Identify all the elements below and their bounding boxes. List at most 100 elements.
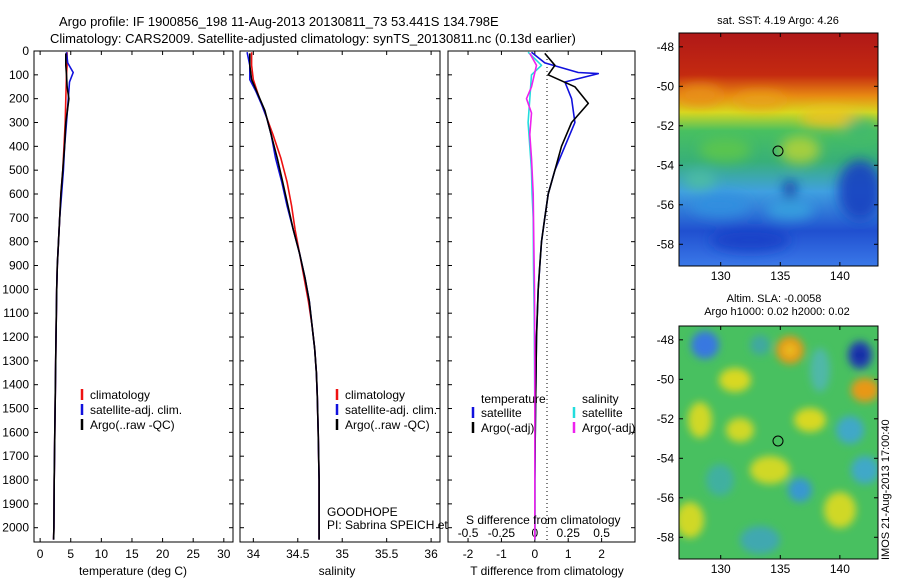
x-tick-label: 34.5 xyxy=(286,547,310,561)
project-annotation: GOODHOPE xyxy=(327,505,398,519)
sst-field xyxy=(679,33,878,266)
title-line-1: Argo profile: IF 1900856_198 11-Aug-2013… xyxy=(59,14,499,29)
y-tick-label: 700 xyxy=(9,211,29,225)
argo-position-marker-sla xyxy=(772,435,784,447)
y-tick-label: 1900 xyxy=(2,497,29,511)
sst-map-title: sat. SST: 4.19 Argo: 4.26 xyxy=(717,15,839,27)
legend-label: satellite xyxy=(481,406,522,420)
series-line-argo-raw-qc- xyxy=(249,53,320,540)
y-tick-label: 400 xyxy=(9,139,29,153)
legend-title-salinity: salinity xyxy=(582,392,619,406)
imos-timestamp: IMOS 21-Aug-2013 17:00:40 xyxy=(880,419,892,560)
x-tick-label: -2 xyxy=(463,547,474,561)
y-tick-label: 1400 xyxy=(2,378,29,392)
legend-label: Argo(..raw -QC) xyxy=(345,418,430,432)
argo-position-marker xyxy=(772,145,784,157)
y-tick-label: 500 xyxy=(9,163,29,177)
difference-top-xlabel: S difference from climatology xyxy=(466,513,621,527)
sla-map: Altim. SLA: -0.0058 Argo h1000: 0.02 h20… xyxy=(657,293,892,576)
x-tick-label: 10 xyxy=(95,547,109,561)
x-tick-label: 36 xyxy=(424,547,438,561)
temperature-xlabel: temperature (deg C) xyxy=(79,564,187,578)
title-line-2: Climatology: CARS2009. Satellite-adjuste… xyxy=(50,31,576,46)
sst-map: sat. SST: 4.19 Argo: 4.26 130 135 140 -48 -5… xyxy=(657,15,879,283)
series-line-argo-raw-qc- xyxy=(52,53,70,540)
salinity-axes-frame xyxy=(239,50,441,543)
legend-label: Argo(-adj) xyxy=(481,421,534,435)
map-x-tick-label: 140 xyxy=(830,269,850,283)
series-line-argo-adj- xyxy=(534,52,590,540)
salinity-panel: 34 34.5 35 35.5 36 climatologysatellite-adj.… xyxy=(239,50,533,578)
y-tick-label: 200 xyxy=(9,92,29,106)
y-tick-label: 1200 xyxy=(2,330,29,344)
x-tick-label: -1 xyxy=(496,547,507,561)
difference-panel: -2 -1 0 1 2-0.5 -0.25 0 0.25 0.5 temperature sali… xyxy=(447,50,636,578)
x-tick-label: 1 xyxy=(565,547,572,561)
y-tick-label: 900 xyxy=(9,259,29,273)
series-line-argo-adj- xyxy=(525,53,538,540)
x-tick-label: 34 xyxy=(247,547,261,561)
map-y-tick-label: -50 xyxy=(657,372,675,386)
difference-axes-frame xyxy=(447,50,636,543)
legend-label: satellite-adj. clim. xyxy=(345,403,437,417)
sla-field xyxy=(679,326,878,559)
legend-label: climatology xyxy=(345,388,405,402)
y-tick-label: 1300 xyxy=(2,354,29,368)
map-y-tick-label: -58 xyxy=(657,237,675,251)
map-y-tick-label: -48 xyxy=(657,333,675,347)
x-tick-label: 0 xyxy=(37,547,44,561)
map-y-tick-label: -50 xyxy=(657,79,675,93)
y-tick-label: 1000 xyxy=(2,282,29,296)
map-x-tick-label: 135 xyxy=(770,269,790,283)
y-tick-label: 0 xyxy=(22,44,29,58)
x-tick-label: 2 xyxy=(598,547,605,561)
map-y-tick-label: -52 xyxy=(657,119,675,133)
map-y-tick-label: -56 xyxy=(657,491,675,505)
y-tick-label: 1700 xyxy=(2,449,29,463)
map-y-tick-label: -56 xyxy=(657,198,675,212)
x-tick-label: 25 xyxy=(187,547,201,561)
map-x-tick-label: 140 xyxy=(830,562,850,576)
x-tick-label: 20 xyxy=(156,547,170,561)
x-tick-label: 35 xyxy=(336,547,350,561)
y-tick-label: 600 xyxy=(9,187,29,201)
x-tick-label: 30 xyxy=(217,547,231,561)
sla-map-subtitle: Argo h1000: 0.02 h2000: 0.02 xyxy=(704,306,850,318)
map-x-tick-label: 135 xyxy=(770,562,790,576)
legend-label: satellite-adj. clim. xyxy=(90,403,182,417)
x-tick-label: 35.5 xyxy=(375,547,399,561)
y-tick-label: 1800 xyxy=(2,473,29,487)
salinity-xlabel: salinity xyxy=(319,564,356,578)
s-diff-tick-label: 0.25 xyxy=(557,526,581,540)
y-tick-label: 1600 xyxy=(2,425,29,439)
legend-label: satellite xyxy=(582,406,623,420)
x-tick-label: 5 xyxy=(67,547,74,561)
y-tick-label: 100 xyxy=(9,68,29,82)
temperature-axes-frame xyxy=(33,50,234,543)
temperature-panel: 0 5 10 15 20 25 300100200300400500600700800900… xyxy=(2,44,234,578)
legend-title-temperature: temperature xyxy=(481,392,546,406)
legend-label: Argo(..raw -QC) xyxy=(90,418,175,432)
map-y-tick-label: -52 xyxy=(657,412,675,426)
x-tick-label: 0 xyxy=(531,547,538,561)
s-diff-tick-label: -0.25 xyxy=(488,526,516,540)
legend-label: Argo(-adj) xyxy=(582,421,635,435)
difference-xlabel: T difference from climatology xyxy=(470,564,624,578)
map-x-tick-label: 130 xyxy=(711,562,731,576)
map-y-tick-label: -54 xyxy=(657,451,675,465)
map-y-tick-label: -48 xyxy=(657,40,675,54)
s-diff-tick-label: 0.5 xyxy=(593,526,610,540)
s-diff-tick-label: -0.5 xyxy=(458,526,479,540)
y-tick-label: 300 xyxy=(9,116,29,130)
map-x-tick-label: 130 xyxy=(711,269,731,283)
map-y-tick-label: -58 xyxy=(657,530,675,544)
sla-map-title: Altim. SLA: -0.0058 xyxy=(727,293,822,305)
legend-label: climatology xyxy=(90,388,150,402)
y-tick-label: 1100 xyxy=(3,306,29,320)
y-tick-label: 1500 xyxy=(2,402,29,416)
map-y-tick-label: -54 xyxy=(657,158,675,172)
y-tick-label: 2000 xyxy=(2,521,29,535)
y-tick-label: 800 xyxy=(9,235,29,249)
x-tick-label: 15 xyxy=(125,547,139,561)
